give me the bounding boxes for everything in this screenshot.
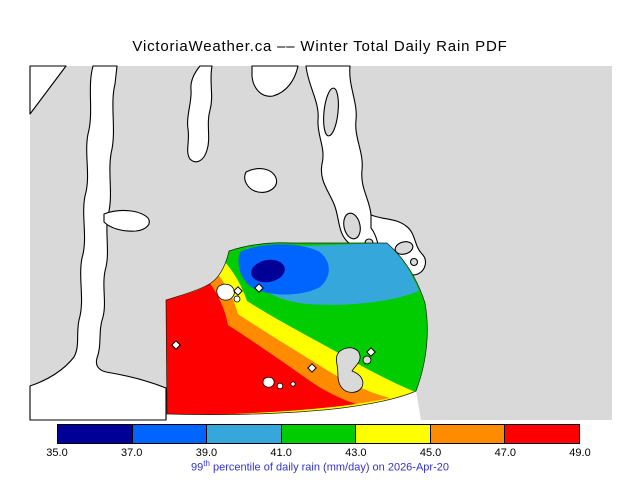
caption-value: 99 [191,461,204,474]
colorbar-segment [281,425,357,443]
colorbar-tick-label: 37.0 [120,447,143,459]
station-marker [307,363,317,373]
station-markers [171,283,376,373]
water-inland-bay [244,168,278,193]
caption: 99th percentile of daily rain (mm/day) o… [0,459,640,474]
island [323,87,339,137]
contour-fill-red [166,282,356,415]
water-south-strait [167,391,421,420]
water-topleft-notch [29,65,67,115]
island [394,241,414,255]
colorbar-segment [430,425,506,443]
colorbar-segment [132,425,208,443]
colorbar-segment [356,425,431,443]
station-marker [233,286,243,296]
colorbar-tick-label: 39.0 [195,447,218,459]
station-marker [254,283,264,293]
colorbar-segment [58,425,133,443]
map [29,65,612,421]
water-side-bay [103,209,150,232]
colorbar-tick-label: 49.0 [569,447,591,459]
water-center-channel [187,65,213,163]
caption-superscript: th [203,459,210,468]
colorbar-tick-label: 41.0 [270,447,292,459]
station-marker [171,340,181,350]
islet [262,376,275,388]
contour-field [166,242,428,415]
island [343,212,361,240]
colorbar-tick-label: 45.0 [419,447,442,459]
water-north-bay [251,65,299,97]
colorbar-tick-label: 47.0 [494,447,516,459]
colorbar-tick-label: 43.0 [345,447,367,459]
colorbar-ticks: 35.0 37.0 39.0 41.0 43.0 45.0 47.0 49.0 [46,447,590,460]
islet [290,381,296,387]
data-region-outline [165,242,428,415]
contour-fill-navy [251,259,285,283]
islet [276,382,284,390]
harbour-inlet [233,295,241,303]
page-title: VictoriaWeather.ca –– Winter Total Daily… [132,38,508,55]
island [409,257,419,267]
water-saanich-inlet [29,65,167,421]
colorbar [57,424,580,444]
colorbar-segment [505,425,580,443]
colorbar-tick-label: 35.0 [46,447,68,459]
station-marker [366,347,376,357]
gray-island [336,347,364,393]
caption-rest: percentile of daily rain (mm/day) on 202… [209,461,449,474]
harbour-inlet [216,283,235,301]
colorbar-segment [207,425,282,443]
gray-island [362,355,372,365]
